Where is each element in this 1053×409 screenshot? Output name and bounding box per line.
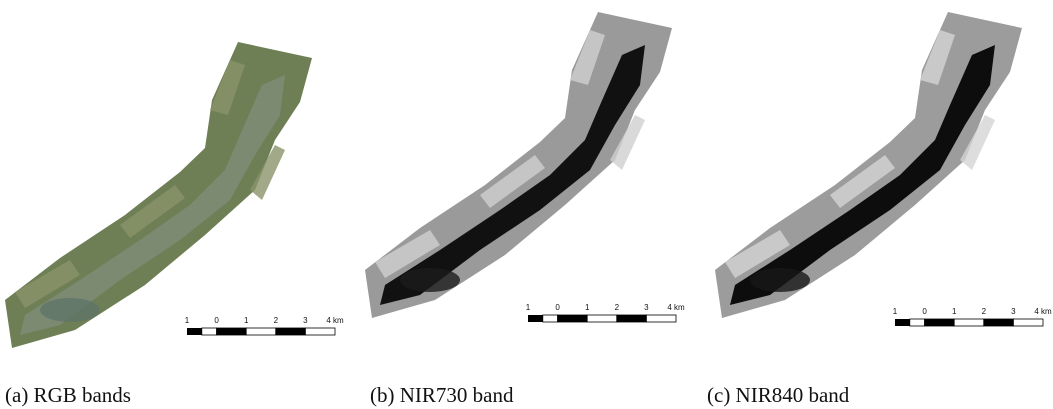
scale-label: 0 (555, 303, 560, 312)
scale-seg (558, 315, 588, 322)
caption: (a) RGB bands (5, 383, 131, 407)
scale-seg (617, 315, 647, 322)
scale-seg (202, 328, 217, 335)
scale-label: 4 km (326, 316, 344, 325)
scale-label: 1 (585, 303, 590, 312)
scale-label: 2 (615, 303, 620, 312)
panel (5, 42, 312, 348)
scale-seg (1013, 319, 1043, 326)
scale-label: 1 (952, 307, 957, 316)
scale-label: 4 km (667, 303, 685, 312)
panel (715, 12, 1022, 318)
scale-label: 1 (244, 316, 249, 325)
map-water (40, 298, 100, 322)
scale-label: 3 (1011, 307, 1016, 316)
scale-label: 2 (274, 316, 279, 325)
caption: (c) NIR840 band (707, 383, 850, 407)
scale-seg (246, 328, 276, 335)
scale-seg (305, 328, 335, 335)
scale-seg (276, 328, 306, 335)
scale-label: 1 (893, 307, 898, 316)
scale-seg (984, 319, 1014, 326)
scale-seg (954, 319, 984, 326)
scale-label: 1 (185, 316, 190, 325)
scale-seg (925, 319, 955, 326)
scale-seg (217, 328, 247, 335)
scale-seg (187, 328, 202, 335)
scale-seg (910, 319, 925, 326)
scale-seg (587, 315, 617, 322)
scale-seg (646, 315, 676, 322)
scale-label: 3 (303, 316, 308, 325)
scale-label: 4 km (1034, 307, 1052, 316)
scale-label: 3 (644, 303, 649, 312)
figure: 1 0 1 2 3 4 km (a) RGB bands 1 0 1 2 3 4 km (b) NIR73… (0, 0, 1053, 409)
map-water (400, 268, 460, 292)
map-water (750, 268, 810, 292)
scale-seg (528, 315, 543, 322)
scale-label: 2 (982, 307, 987, 316)
scale-label: 0 (214, 316, 219, 325)
panel (365, 12, 672, 318)
caption: (b) NIR730 band (370, 383, 514, 407)
scale-label: 1 (526, 303, 531, 312)
scale-label: 0 (922, 307, 927, 316)
scale-seg (895, 319, 910, 326)
scale-seg (543, 315, 558, 322)
